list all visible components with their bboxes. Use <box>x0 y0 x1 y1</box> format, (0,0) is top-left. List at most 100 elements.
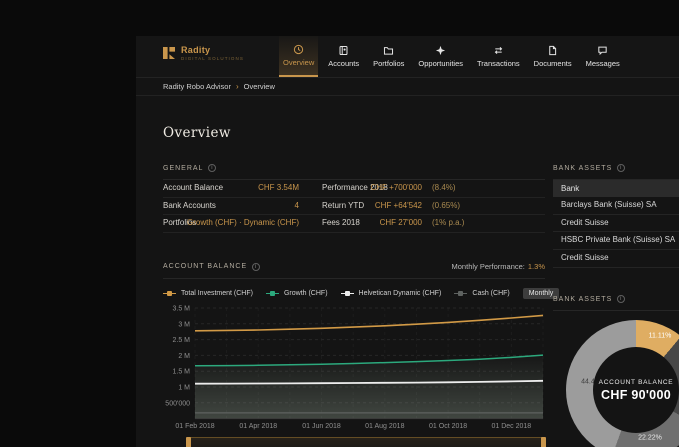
app-window: Radity DIGITAL SOLUTIONS Overview Accoun… <box>136 36 679 447</box>
breadcrumb-root-link[interactable]: Radity Robo Advisor <box>163 82 231 91</box>
tab-label: Portfolios <box>373 59 404 68</box>
legend-item-total-investment[interactable]: Total Investment (CHF) <box>163 290 253 297</box>
general-heading: GENERAL <box>163 165 203 172</box>
brush-handle-left[interactable] <box>186 437 191 447</box>
tab-portfolios[interactable]: Portfolios <box>369 36 408 77</box>
chart-legend: Total Investment (CHF) Growth (CHF) Helv… <box>163 288 545 299</box>
brand-text: Radity DIGITAL SOLUTIONS <box>181 45 244 61</box>
legend-label: Helvetican Dynamic (CHF) <box>359 290 442 297</box>
bank-assets-chart-header: BANK ASSETS i <box>553 295 679 303</box>
general-table: Account Balance CHF 3.54M Performance 20… <box>163 179 545 233</box>
monthly-performance: Monthly Performance:1.3% <box>452 262 545 271</box>
account-balance-heading: ACCOUNT BALANCE <box>163 263 247 270</box>
swap-arrows-icon <box>493 45 504 56</box>
bank-column-header[interactable]: Bank <box>553 180 679 197</box>
legend-label: Total Investment (CHF) <box>181 290 253 297</box>
brand-tagline: DIGITAL SOLUTIONS <box>181 56 244 61</box>
bank-assets-heading: BANK ASSETS <box>553 165 612 172</box>
svg-text:3 M: 3 M <box>178 321 190 328</box>
table-row: Portfolios Growth (CHF) · Dynamic (CHF) … <box>163 215 545 233</box>
ledger-icon <box>338 45 349 56</box>
donut-slice-label: 11.11% <box>649 333 672 340</box>
bank-row[interactable]: HSBC Private Bank (Suisse) SA <box>553 232 679 250</box>
nav-tabs: Overview Accounts Portfolios Opportuniti… <box>279 36 624 77</box>
tab-label: Opportunities <box>418 59 463 68</box>
row-percent: (1% p.a.) <box>432 215 464 232</box>
info-icon[interactable]: i <box>617 295 625 303</box>
bank-row[interactable]: Credit Suisse <box>553 215 679 233</box>
account-balance-section: ACCOUNT BALANCE i Monthly Performance:1.… <box>163 262 545 299</box>
svg-text:1.5 M: 1.5 M <box>172 369 190 376</box>
legend-item-growth[interactable]: Growth (CHF) <box>266 290 328 297</box>
breadcrumb-current: Overview <box>244 82 275 91</box>
account-balance-header: ACCOUNT BALANCE i Monthly Performance:1.… <box>163 262 545 279</box>
brush-handle-right[interactable] <box>541 437 546 447</box>
row-value: CHF +700'000 <box>272 180 422 197</box>
svg-text:3.5 M: 3.5 M <box>172 306 190 313</box>
clock-icon <box>293 44 304 55</box>
legend-label: Cash (CHF) <box>472 290 509 297</box>
donut-center-label: ACCOUNT BALANCE <box>599 379 674 386</box>
spark-icon <box>435 45 446 56</box>
tab-label: Transactions <box>477 59 520 68</box>
svg-text:01 Oct 2018: 01 Oct 2018 <box>429 423 467 430</box>
bank-row[interactable]: Credit Suisse <box>553 250 679 268</box>
general-section: GENERAL i Account Balance CHF 3.54M Perf… <box>163 164 545 233</box>
chat-bubble-icon <box>597 45 608 56</box>
svg-text:01 Aug 2018: 01 Aug 2018 <box>365 423 404 430</box>
bank-assets-chart-section: BANK ASSETS i <box>553 295 679 319</box>
svg-text:01 Apr 2018: 01 Apr 2018 <box>239 423 277 430</box>
donut-center-value: CHF 90'000 <box>601 388 671 402</box>
chevron-right-icon: › <box>236 82 239 91</box>
top-nav: Radity DIGITAL SOLUTIONS Overview Accoun… <box>136 36 679 78</box>
tab-messages[interactable]: Messages <box>582 36 624 77</box>
monthly-performance-label: Monthly Performance: <box>452 262 525 271</box>
tab-label: Accounts <box>328 59 359 68</box>
svg-text:1 M: 1 M <box>178 385 190 392</box>
breadcrumb: Radity Robo Advisor › Overview <box>136 77 679 96</box>
bank-assets-list-header: BANK ASSETS i <box>553 164 679 172</box>
table-row: Account Balance CHF 3.54M Performance 20… <box>163 180 545 198</box>
chart-range-brush[interactable] <box>187 437 545 447</box>
legend-marker <box>266 293 279 294</box>
document-icon <box>547 45 558 56</box>
bank-assets-heading: BANK ASSETS <box>553 296 612 303</box>
brand-logo[interactable]: Radity DIGITAL SOLUTIONS <box>162 45 244 61</box>
bank-row[interactable]: Barclays Bank (Suisse) SA <box>553 197 679 215</box>
svg-text:2 M: 2 M <box>178 353 190 360</box>
tab-transactions[interactable]: Transactions <box>473 36 524 77</box>
tab-documents[interactable]: Documents <box>530 36 576 77</box>
tab-label: Overview <box>283 58 314 67</box>
tab-accounts[interactable]: Accounts <box>324 36 363 77</box>
account-balance-line-chart[interactable]: 500'000 1 M 1.5 M 2 M 2.5 M 3 M 3.5 M 01 Feb 20… <box>163 300 545 432</box>
svg-text:2.5 M: 2.5 M <box>172 337 190 344</box>
row-value: CHF +64'542 <box>272 198 422 215</box>
svg-text:01 Dec 2018: 01 Dec 2018 <box>492 423 532 430</box>
info-icon[interactable]: i <box>617 164 625 172</box>
account-balance-heading-wrap: ACCOUNT BALANCE i <box>163 263 260 271</box>
tab-opportunities[interactable]: Opportunities <box>414 36 467 77</box>
donut-slice-label: 22.22% <box>638 435 662 442</box>
legend-marker <box>454 293 467 294</box>
bank-assets-donut-chart[interactable]: 11.11% 22.22% 22.22% 44.45% ACCOUNT BALA… <box>566 320 679 447</box>
row-percent: (0.65%) <box>432 198 460 215</box>
info-icon[interactable]: i <box>208 164 216 172</box>
svg-text:500'000: 500'000 <box>165 400 190 407</box>
legend-item-helvetican-dynamic[interactable]: Helvetican Dynamic (CHF) <box>341 290 442 297</box>
legend-item-cash[interactable]: Cash (CHF) <box>454 290 509 297</box>
tab-label: Documents <box>534 59 572 68</box>
legend-marker <box>163 293 176 294</box>
folder-icon <box>383 45 394 56</box>
radity-logo-icon <box>162 46 176 60</box>
svg-text:01 Feb 2018: 01 Feb 2018 <box>175 423 214 430</box>
tab-overview[interactable]: Overview <box>279 36 318 77</box>
general-section-header: GENERAL i <box>163 164 545 172</box>
legend-marker <box>341 293 354 294</box>
bank-assets-list-section: BANK ASSETS i Bank Barclays Bank (Suisse… <box>553 164 679 268</box>
svg-text:01 Jun 2018: 01 Jun 2018 <box>302 423 341 430</box>
info-icon[interactable]: i <box>252 263 260 271</box>
monthly-performance-value: 1.3% <box>528 262 545 271</box>
row-percent: (8.4%) <box>432 180 456 197</box>
row-value: CHF 27'000 <box>272 215 422 232</box>
legend-label: Growth (CHF) <box>284 290 328 297</box>
